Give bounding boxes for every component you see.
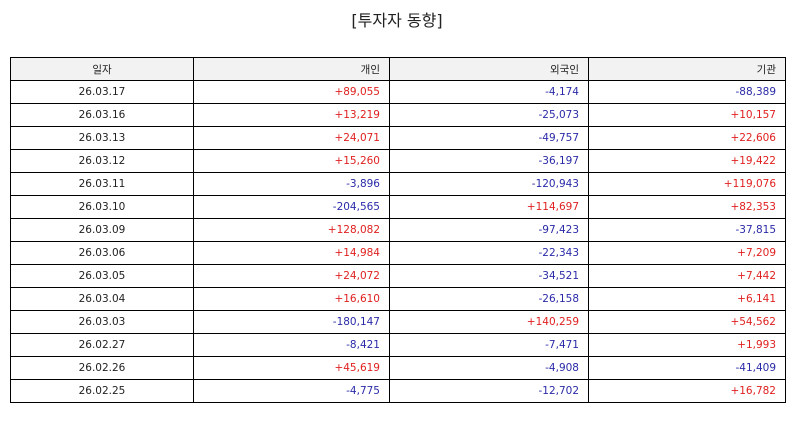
cell-institution: +1,993 [588, 333, 786, 357]
cell-foreign: -97,423 [389, 218, 589, 242]
page-title: [투자자 동향] [351, 11, 443, 30]
header-date: 일자 [10, 57, 194, 81]
cell-foreign: -12,702 [389, 379, 589, 403]
cell-institution: +10,157 [588, 103, 786, 127]
cell-foreign: -34,521 [389, 264, 589, 288]
cell-institution: -37,815 [588, 218, 786, 242]
cell-date: 26.03.12 [10, 149, 194, 173]
cell-date: 26.03.16 [10, 103, 194, 127]
cell-date: 26.02.27 [10, 333, 194, 357]
cell-date: 26.03.06 [10, 241, 194, 265]
cell-date: 26.03.04 [10, 287, 194, 311]
header-individual: 개인 [193, 57, 390, 81]
cell-institution: +7,442 [588, 264, 786, 288]
cell-institution: +22,606 [588, 126, 786, 150]
cell-foreign: -4,174 [389, 80, 589, 104]
table-row: 26.03.11 -3,896 -120,943 +119,076 [10, 172, 786, 196]
cell-institution: +16,782 [588, 379, 786, 403]
table-row: 26.03.16 +13,219 -25,073 +10,157 [10, 103, 786, 127]
table-row: 26.02.27 -8,421 -7,471 +1,993 [10, 333, 786, 357]
cell-individual: +24,071 [193, 126, 390, 150]
table-row: 26.03.03 -180,147 +140,259 +54,562 [10, 310, 786, 334]
cell-institution: -88,389 [588, 80, 786, 104]
cell-date: 26.03.09 [10, 218, 194, 242]
cell-date: 26.03.10 [10, 195, 194, 219]
cell-foreign: -4,908 [389, 356, 589, 380]
cell-individual: +14,984 [193, 241, 390, 265]
table-body: 26.03.17 +89,055 -4,174 -88,389 26.03.16 +13,… [10, 80, 786, 403]
cell-date: 26.03.13 [10, 126, 194, 150]
cell-individual: +16,610 [193, 287, 390, 311]
cell-foreign: -7,471 [389, 333, 589, 357]
cell-institution: +54,562 [588, 310, 786, 334]
table-row: 26.03.17 +89,055 -4,174 -88,389 [10, 80, 786, 104]
table-row: 26.02.26 +45,619 -4,908 -41,409 [10, 356, 786, 380]
cell-institution: +6,141 [588, 287, 786, 311]
cell-date: 26.02.26 [10, 356, 194, 380]
cell-individual: +45,619 [193, 356, 390, 380]
cell-individual: +24,072 [193, 264, 390, 288]
cell-individual: -3,896 [193, 172, 390, 196]
cell-institution: +82,353 [588, 195, 786, 219]
table-row: 26.03.10 -204,565 +114,697 +82,353 [10, 195, 786, 219]
cell-individual: +128,082 [193, 218, 390, 242]
cell-foreign: -22,343 [389, 241, 589, 265]
investor-trend-table: 일자 개인 외국인 기관 26.03.17 +89,055 -4,174 -88,38… [10, 57, 786, 403]
header-institution: 기관 [588, 57, 786, 81]
table-row: 26.03.04 +16,610 -26,158 +6,141 [10, 287, 786, 311]
cell-foreign: +140,259 [389, 310, 589, 334]
cell-institution: +119,076 [588, 172, 786, 196]
cell-individual: -204,565 [193, 195, 390, 219]
header-foreign: 외국인 [389, 57, 589, 81]
cell-date: 26.03.05 [10, 264, 194, 288]
cell-institution: +19,422 [588, 149, 786, 173]
cell-individual: -8,421 [193, 333, 390, 357]
cell-date: 26.03.03 [10, 310, 194, 334]
cell-date: 26.02.25 [10, 379, 194, 403]
table-row: 26.03.12 +15,260 -36,197 +19,422 [10, 149, 786, 173]
cell-foreign: -26,158 [389, 287, 589, 311]
table-row: 26.03.05 +24,072 -34,521 +7,442 [10, 264, 786, 288]
cell-foreign: +114,697 [389, 195, 589, 219]
table-header-row: 일자 개인 외국인 기관 [10, 57, 786, 81]
cell-foreign: -25,073 [389, 103, 589, 127]
cell-individual: +89,055 [193, 80, 390, 104]
cell-individual: -4,775 [193, 379, 390, 403]
table-row: 26.03.06 +14,984 -22,343 +7,209 [10, 241, 786, 265]
cell-foreign: -49,757 [389, 126, 589, 150]
cell-date: 26.03.17 [10, 80, 194, 104]
cell-institution: -41,409 [588, 356, 786, 380]
cell-individual: +13,219 [193, 103, 390, 127]
cell-date: 26.03.11 [10, 172, 194, 196]
cell-foreign: -120,943 [389, 172, 589, 196]
cell-institution: +7,209 [588, 241, 786, 265]
cell-foreign: -36,197 [389, 149, 589, 173]
table-row: 26.02.25 -4,775 -12,702 +16,782 [10, 379, 786, 403]
table-row: 26.03.13 +24,071 -49,757 +22,606 [10, 126, 786, 150]
cell-individual: +15,260 [193, 149, 390, 173]
cell-individual: -180,147 [193, 310, 390, 334]
table-row: 26.03.09 +128,082 -97,423 -37,815 [10, 218, 786, 242]
